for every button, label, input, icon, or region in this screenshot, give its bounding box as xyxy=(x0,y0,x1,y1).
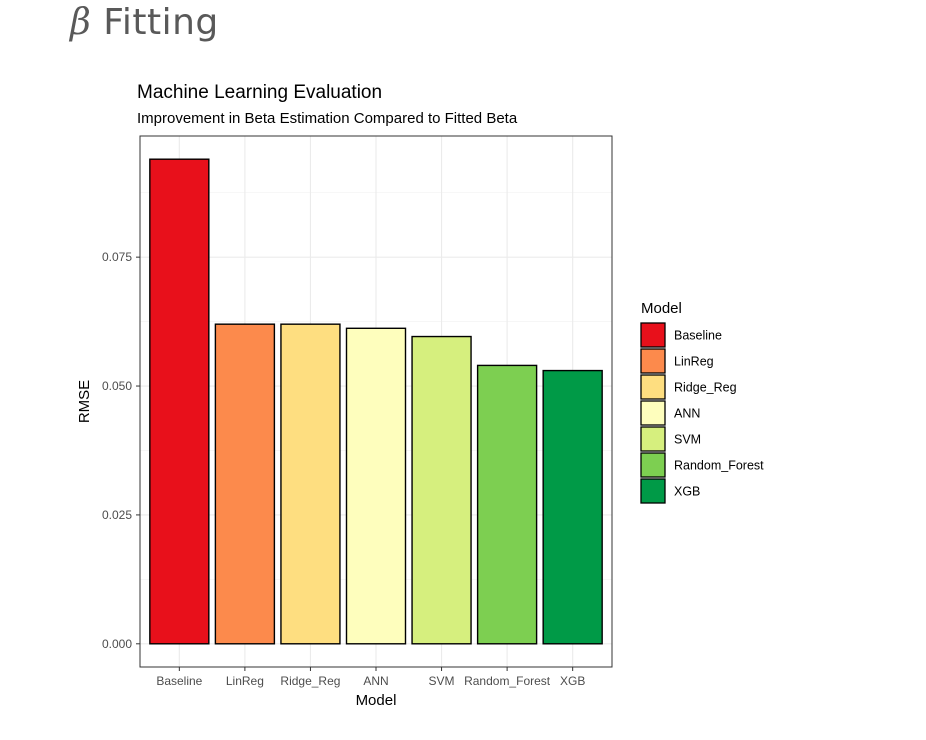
legend-label: Random_Forest xyxy=(674,459,764,473)
legend-label: LinReg xyxy=(674,355,714,369)
x-tick-label: Random_Forest xyxy=(464,674,551,688)
legend-label: Ridge_Reg xyxy=(674,381,737,395)
legend-key-ann xyxy=(640,400,666,426)
y-tick-label: 0.075 xyxy=(102,250,132,264)
bar-linreg xyxy=(214,323,276,645)
x-tick-label: XGB xyxy=(560,674,585,688)
legend-key-linreg xyxy=(640,348,666,374)
legend-key-svm xyxy=(640,426,666,452)
legend-label: XGB xyxy=(674,485,700,499)
legend-key-random-forest xyxy=(640,452,666,478)
x-axis-title: Model xyxy=(356,692,397,709)
bars xyxy=(149,158,603,645)
legend-label: SVM xyxy=(674,433,701,447)
legend-label: Baseline xyxy=(674,329,722,343)
y-axis-title: RMSE xyxy=(76,380,93,423)
x-tick-label: ANN xyxy=(363,674,388,688)
y-tick-label: 0.050 xyxy=(102,379,132,393)
x-tick-label: Baseline xyxy=(156,674,202,688)
bar-ridge-reg xyxy=(280,323,341,645)
bar-svm xyxy=(411,335,472,645)
y-tick-label: 0.000 xyxy=(102,637,132,651)
bar-baseline xyxy=(149,158,210,645)
legend-key-xgb xyxy=(640,478,666,504)
bar-xgb xyxy=(542,369,603,645)
legend-title: Model xyxy=(641,300,682,317)
slide-title-text: Fitting xyxy=(103,2,219,43)
axes: 0.000 0.025 0.050 0.075 Baseline LinReg Ridge_… xyxy=(102,250,585,688)
x-tick-label: LinReg xyxy=(226,674,264,688)
chart-title: Machine Learning Evaluation xyxy=(137,82,383,103)
slide-title: β Fitting xyxy=(70,2,219,43)
chart-subtitle: Improvement in Beta Estimation Compared … xyxy=(137,110,518,127)
legend-label: ANN xyxy=(674,407,700,421)
legend: Model Baseline LinReg Ridge_Reg ANN SVM Rando… xyxy=(640,300,764,504)
x-tick-label: SVM xyxy=(429,674,455,688)
slide-title-symbol: β xyxy=(70,2,92,43)
legend-key-ridge-reg xyxy=(640,374,666,400)
bar-ann xyxy=(345,327,407,645)
y-tick-label: 0.025 xyxy=(102,508,132,522)
legend-key-baseline xyxy=(640,322,666,348)
x-tick-label: Ridge_Reg xyxy=(280,674,340,688)
bar-random-forest xyxy=(476,364,538,645)
